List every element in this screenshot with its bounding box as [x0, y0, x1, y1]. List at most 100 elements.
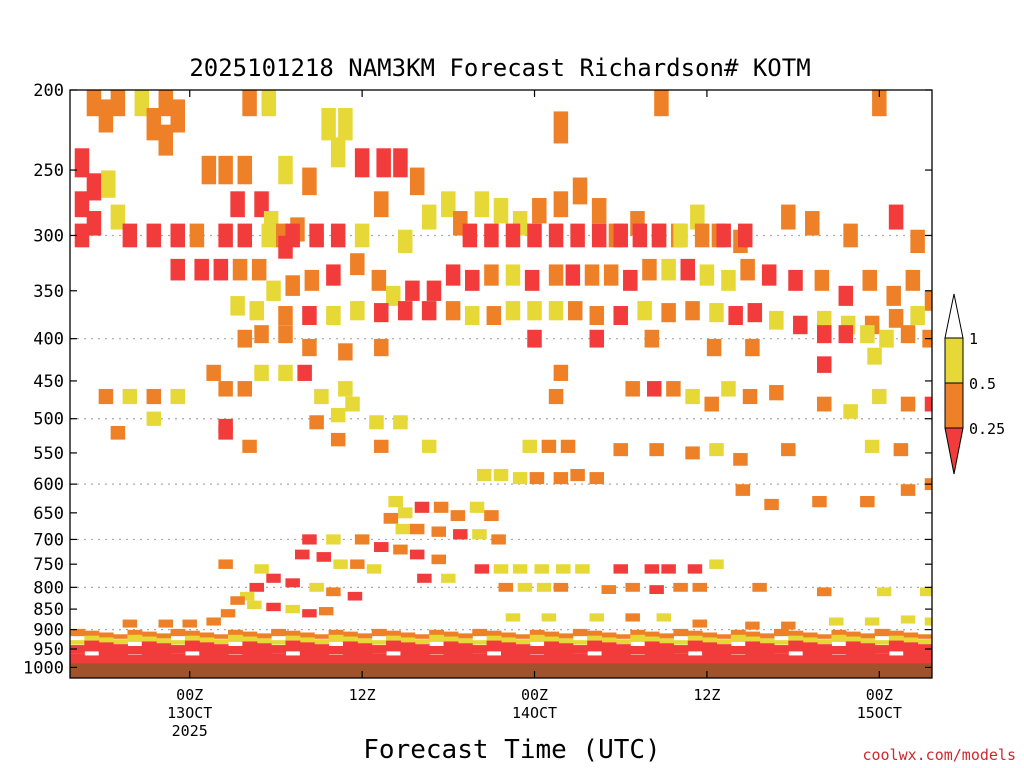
- band-segment: [831, 634, 847, 642]
- heatmap-cell: [536, 582, 552, 592]
- heatmap-cell: [761, 264, 777, 286]
- heatmap-cell: [692, 619, 707, 628]
- band-segment: [745, 636, 761, 643]
- heatmap-cell: [735, 484, 751, 496]
- heatmap-cell: [505, 613, 521, 622]
- heatmap-cell: [261, 223, 276, 248]
- heatmap-cell: [201, 155, 217, 185]
- heatmap-cell: [218, 223, 233, 248]
- band-segment: [156, 638, 172, 644]
- band-segment: [342, 631, 358, 638]
- heatmap-cell: [218, 559, 233, 569]
- heatmap-cell: [828, 617, 844, 626]
- band-segment: [156, 633, 172, 639]
- heatmap-cell: [666, 381, 681, 397]
- band-segment: [98, 642, 114, 653]
- band-segment: [141, 650, 157, 665]
- heatmap-cell: [350, 559, 365, 569]
- heatmap-cell: [472, 529, 487, 540]
- y-tick-label: 300: [33, 226, 64, 246]
- heatmap-cell: [405, 280, 420, 301]
- heatmap-cell: [692, 582, 707, 592]
- heatmap-cell: [366, 564, 382, 574]
- heatmap-cell: [486, 306, 502, 326]
- band-segment: [759, 651, 775, 666]
- heatmap-cell: [98, 388, 114, 405]
- heatmap-cell: [414, 501, 430, 513]
- credit-link[interactable]: coolwx.com/models: [862, 746, 1016, 764]
- band-segment: [702, 650, 717, 665]
- y-tick-label: 1000: [23, 658, 64, 678]
- band-segment: [457, 651, 473, 666]
- band-segment: [414, 652, 430, 666]
- band-segment: [587, 640, 603, 652]
- heatmap-cell: [170, 258, 185, 281]
- heatmap-cell: [591, 223, 607, 248]
- heatmap-cell: [122, 223, 138, 248]
- boundary-layer-bands: [70, 628, 933, 667]
- band-segment: [673, 645, 689, 654]
- band-segment: [184, 640, 200, 652]
- heatmap-cell: [740, 258, 755, 281]
- band-segment: [429, 629, 445, 637]
- heatmap-cell: [194, 258, 209, 281]
- heatmap-cell: [170, 223, 185, 248]
- band-segment: [817, 644, 832, 654]
- band-segment: [730, 654, 746, 667]
- band-segment: [773, 645, 789, 654]
- band-segment: [328, 629, 344, 637]
- heatmap-cell: [843, 223, 858, 248]
- heatmap-cell: [330, 407, 346, 423]
- heatmap-cell: [589, 613, 605, 622]
- legend-arrow-top: [944, 293, 964, 339]
- band-segment: [443, 650, 459, 665]
- heatmap-cell: [764, 498, 779, 511]
- band-segment: [357, 638, 373, 644]
- band-segment: [644, 631, 660, 638]
- heatmap-cell: [685, 301, 700, 321]
- x-tick-label: 2025: [172, 722, 208, 740]
- heatmap-cell: [218, 381, 233, 397]
- heatmap-cell: [900, 484, 916, 496]
- heatmap-cell: [625, 381, 640, 397]
- heatmap-cell: [484, 510, 499, 522]
- band-segment: [659, 633, 674, 639]
- y-tick-label: 550: [33, 444, 64, 464]
- heatmap-cell: [680, 258, 696, 281]
- heatmap-cell: [309, 223, 324, 248]
- heatmap-cell: [872, 388, 887, 405]
- band-segment: [228, 654, 243, 667]
- band-segment: [371, 653, 387, 667]
- band-segment: [443, 636, 459, 643]
- band-segment: [184, 630, 200, 638]
- heatmap-cell: [704, 396, 719, 412]
- heatmap-cell: [465, 269, 480, 291]
- band-segment: [371, 640, 387, 645]
- band-segment: [113, 644, 128, 654]
- band-segment: [745, 650, 761, 665]
- band-segment: [501, 642, 516, 653]
- band-segment: [314, 652, 330, 666]
- band-segment: [486, 655, 502, 667]
- heatmap-cell: [584, 264, 600, 286]
- y-tick-label: 350: [33, 282, 64, 302]
- heatmap-cell: [330, 432, 346, 447]
- band-segment: [328, 645, 344, 655]
- heatmap-cell: [888, 204, 904, 230]
- heatmap-cell: [817, 587, 832, 597]
- heatmap-cell: [86, 173, 102, 201]
- band-segment: [817, 639, 832, 645]
- band-segment: [127, 645, 143, 655]
- heatmap-cell: [316, 552, 332, 562]
- x-tick-label: 12Z: [693, 686, 720, 704]
- band-segment: [472, 645, 488, 654]
- band-segment: [845, 641, 861, 652]
- heatmap-cell: [278, 155, 293, 185]
- heatmap-cell: [371, 269, 387, 291]
- y-tick-label: 750: [33, 555, 64, 575]
- heatmap-cell: [527, 223, 542, 248]
- heatmap-cell: [330, 223, 346, 248]
- heatmap-cell: [158, 124, 174, 156]
- heatmap-cell: [232, 258, 248, 281]
- heatmap-cell: [661, 258, 676, 281]
